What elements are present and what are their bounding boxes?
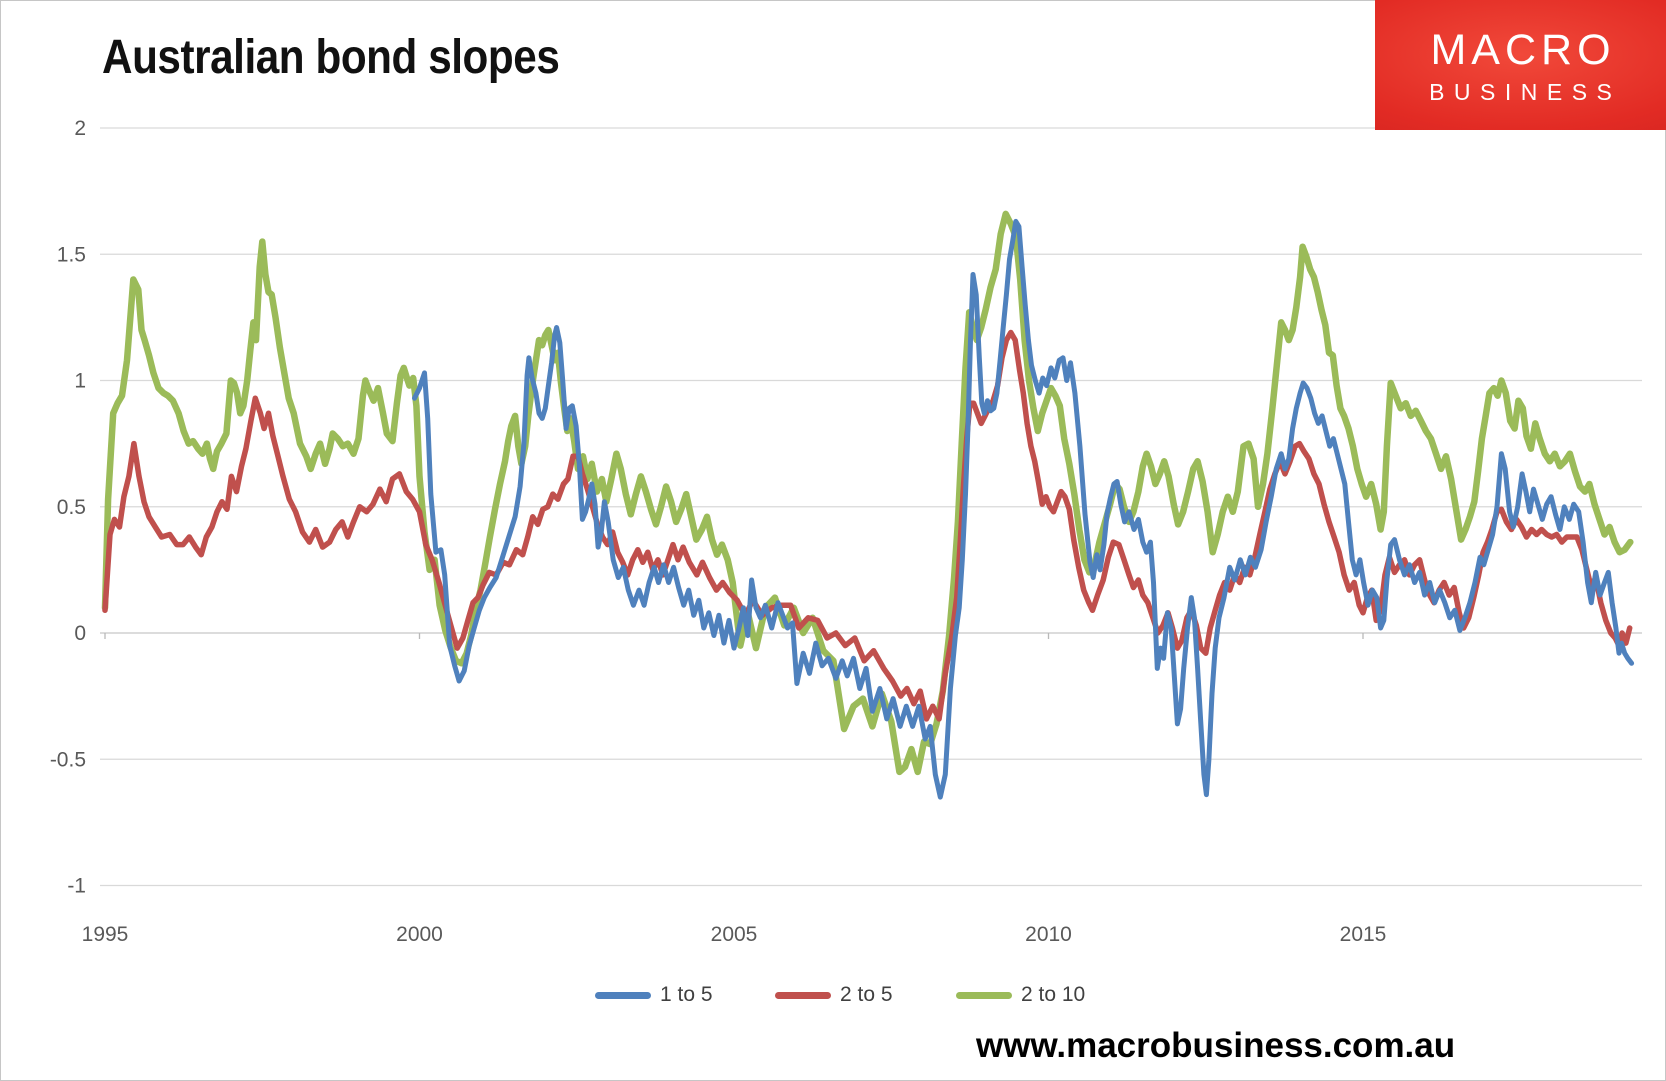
legend-swatch-green <box>956 991 1012 999</box>
series-line-1-to-5 <box>412 218 1635 800</box>
legend-swatch-blue <box>595 991 651 999</box>
legend-item-2to5: 2 to 5 <box>775 982 893 1008</box>
y-axis-tick-label: 0.5 <box>57 496 86 519</box>
legend-item-1to5: 1 to 5 <box>595 982 713 1008</box>
y-axis-tick-label: -1 <box>67 875 86 898</box>
x-axis-tick-label: 2000 <box>396 923 443 946</box>
logo-text-business: BUSINESS <box>1429 78 1622 105</box>
x-axis-tick-label: 2015 <box>1340 923 1387 946</box>
page-title: Australian bond slopes <box>102 31 560 84</box>
website-url: www.macrobusiness.com.au <box>976 1026 1456 1065</box>
legend-swatch-red <box>775 991 831 999</box>
logo-text-macro: MACRO <box>1430 25 1616 74</box>
y-axis-tick-label: -0.5 <box>50 748 86 771</box>
x-axis-tick-label: 1995 <box>82 923 129 946</box>
y-axis-tick-label: 1.5 <box>57 243 86 266</box>
legend-item-2to10: 2 to 10 <box>956 982 1085 1008</box>
y-axis-tick-label: 0 <box>74 622 86 645</box>
legend-label: 2 to 10 <box>1021 983 1086 1006</box>
legend-label: 1 to 5 <box>660 983 713 1006</box>
y-axis-tick-label: 2 <box>74 117 86 140</box>
x-axis-tick-label: 2005 <box>711 923 758 946</box>
macrobusiness-logo: MACRO BUSINESS <box>1375 0 1666 130</box>
x-axis-tick-label: 2010 <box>1025 923 1072 946</box>
y-axis-tick-label: 1 <box>74 370 86 393</box>
legend-label: 2 to 5 <box>840 983 893 1006</box>
series-line-2-to-10 <box>101 210 1634 776</box>
chart-legend: 1 to 5 2 to 5 2 to 10 <box>0 982 1666 1008</box>
series-line-2-to-5 <box>102 329 1633 722</box>
